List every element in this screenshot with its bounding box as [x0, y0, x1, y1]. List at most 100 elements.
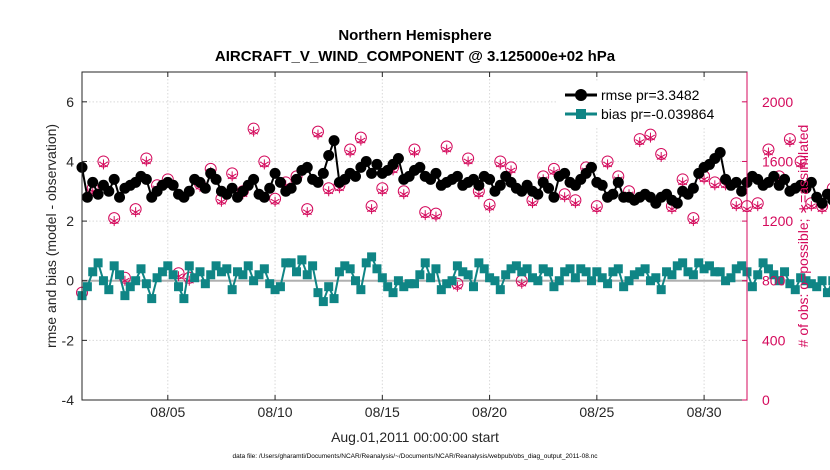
asterisk-stroke	[560, 194, 570, 201]
bias-marker	[812, 282, 822, 292]
bias-marker	[136, 264, 146, 274]
asterisk-stroke	[645, 134, 656, 141]
bias-marker	[662, 267, 672, 277]
rmse-marker	[607, 188, 619, 200]
bias-marker	[286, 258, 296, 268]
bias-marker	[431, 264, 441, 274]
rmse-marker	[543, 182, 555, 194]
rmse-marker	[585, 161, 597, 173]
y-tick-label-left: -4	[62, 392, 75, 408]
obs-assimilated-marker	[688, 216, 698, 227]
asterisk-stroke	[259, 161, 269, 168]
y-tick-label-right: 400	[762, 332, 786, 348]
rmse-marker	[430, 167, 442, 179]
obs-assimilated-marker	[485, 202, 495, 213]
bias-marker	[597, 273, 607, 283]
bias-marker	[586, 276, 596, 286]
bias-marker	[490, 276, 500, 286]
bias-marker	[458, 267, 468, 277]
rmse-marker	[312, 176, 324, 188]
bias-marker	[581, 267, 591, 277]
asterisk-stroke	[495, 161, 505, 168]
y-tick-label-right: 2000	[762, 94, 793, 110]
bias-marker	[88, 267, 98, 277]
obs-assimilated-marker	[474, 189, 484, 200]
obs-assimilated-marker	[527, 198, 538, 209]
bias-marker	[125, 282, 135, 292]
bias-layer	[77, 252, 830, 307]
bias-marker	[554, 276, 564, 286]
rmse-marker	[350, 170, 362, 182]
rmse-marker	[360, 155, 372, 167]
asterisk-stroke	[796, 161, 806, 168]
bias-marker	[678, 258, 688, 268]
bias-marker	[141, 279, 151, 289]
obs-assimilated-marker	[227, 171, 237, 182]
rmse-marker	[210, 173, 222, 185]
x-tick-label: 08/10	[258, 404, 293, 420]
obs-assimilated-marker	[109, 216, 119, 227]
obs-assimilated-marker	[324, 186, 334, 197]
rmse-marker	[199, 182, 211, 194]
bias-marker	[613, 264, 623, 274]
obs-assimilated-marker	[249, 126, 259, 137]
bias-marker	[152, 273, 162, 283]
rmse-marker	[559, 167, 571, 179]
rmse-marker	[596, 179, 608, 191]
obs-assimilated-marker	[409, 147, 420, 158]
rmse-marker	[779, 173, 791, 185]
rmse-marker	[414, 161, 426, 173]
y-tick-label-left: 6	[66, 94, 74, 110]
obs-assimilated-marker	[656, 151, 666, 162]
asterisk-stroke	[442, 146, 452, 153]
asterisk-stroke	[635, 139, 645, 146]
bias-marker	[667, 270, 677, 280]
bias-marker	[495, 285, 505, 295]
rmse-marker	[264, 182, 276, 194]
bias-marker	[211, 261, 221, 271]
bias-marker	[645, 276, 655, 286]
rmse-marker	[167, 179, 179, 191]
bias-marker	[592, 267, 602, 277]
rmse-marker	[317, 167, 329, 179]
chart-title: Northern Hemisphere	[338, 27, 491, 44]
asterisk-stroke	[678, 179, 688, 186]
bias-marker	[163, 261, 173, 271]
asterisk-stroke	[227, 173, 237, 180]
bias-marker	[737, 261, 747, 271]
bias-marker	[533, 276, 543, 286]
bias-marker	[485, 273, 495, 283]
rmse-marker	[612, 176, 624, 188]
bias-marker	[780, 267, 790, 277]
rmse-marker	[274, 176, 286, 188]
rmse-marker	[548, 191, 560, 203]
ticks: 08/05 08/10 08/15 08/20 08/25 08/30 -4 -2 0 2 4 6 0 4…	[62, 72, 793, 420]
bias-marker	[415, 270, 425, 280]
bias-marker	[147, 294, 157, 304]
bias-marker	[683, 267, 693, 277]
y-tick-label-right: 1200	[762, 213, 793, 229]
bias-marker	[785, 279, 795, 289]
bias-marker	[511, 261, 521, 271]
bias-marker	[184, 261, 194, 271]
asterisk-stroke	[367, 206, 377, 213]
obs-assimilated-marker	[635, 137, 645, 148]
bias-marker	[93, 258, 103, 268]
bias-marker	[302, 270, 312, 280]
rmse-marker	[226, 182, 238, 194]
rmse-marker	[258, 191, 270, 203]
rmse-marker	[371, 158, 383, 170]
asterisk-stroke	[356, 137, 366, 144]
y-tick-label-left: 4	[66, 153, 74, 169]
obs-assimilated-marker	[377, 186, 387, 197]
bias-marker	[822, 288, 830, 298]
bias-marker	[345, 264, 355, 274]
obs-assimilated-marker	[785, 137, 795, 148]
obs-assimilated-marker	[431, 211, 441, 222]
asterisk-stroke	[420, 212, 430, 219]
asterisk-stroke	[302, 209, 312, 216]
bias-marker	[517, 267, 527, 277]
bias-marker	[313, 288, 323, 298]
bias-marker	[699, 264, 709, 274]
